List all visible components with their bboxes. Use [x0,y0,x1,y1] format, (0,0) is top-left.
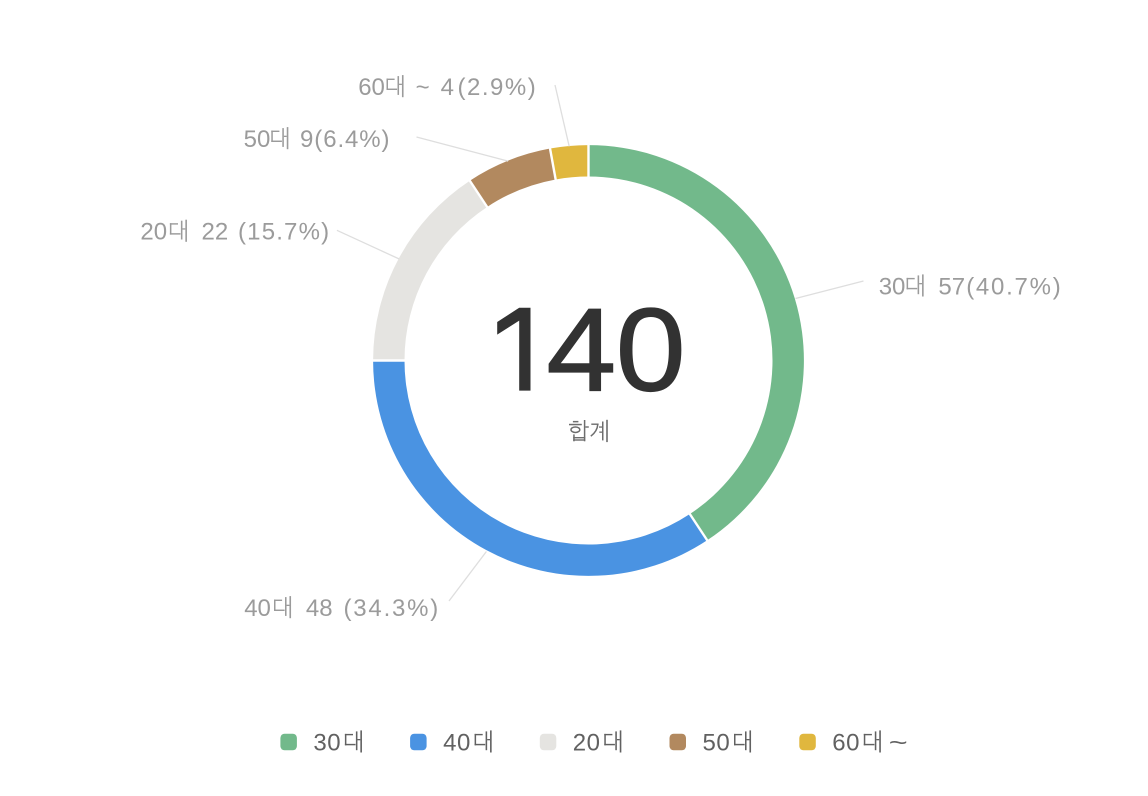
svg-text:4: 4 [441,74,454,101]
svg-text:20: 20 [140,219,167,246]
svg-text:(40.7%): (40.7%) [966,273,1060,300]
svg-text:(34.3%): (34.3%) [344,595,439,622]
svg-text:~: ~ [889,729,908,756]
svg-text:~: ~ [416,74,430,101]
svg-text:(15.7%): (15.7%) [238,219,329,246]
svg-text:30: 30 [313,729,341,756]
svg-text:(2.9%): (2.9%) [458,74,536,101]
svg-text:(6.4%): (6.4%) [314,126,389,153]
svg-text:50: 50 [244,126,271,153]
svg-text:48: 48 [306,595,333,622]
svg-text:40: 40 [244,595,271,622]
svg-text:60: 60 [358,74,385,101]
svg-text:40: 40 [443,729,471,756]
svg-text:30: 30 [879,273,906,300]
svg-text:50: 50 [703,729,731,756]
svg-text:20: 20 [573,729,601,756]
svg-text:57: 57 [938,273,965,300]
svg-text:60: 60 [832,729,860,756]
svg-text:40: 40 [546,284,685,416]
svg-text:9: 9 [300,126,313,153]
svg-text:22: 22 [202,219,229,246]
